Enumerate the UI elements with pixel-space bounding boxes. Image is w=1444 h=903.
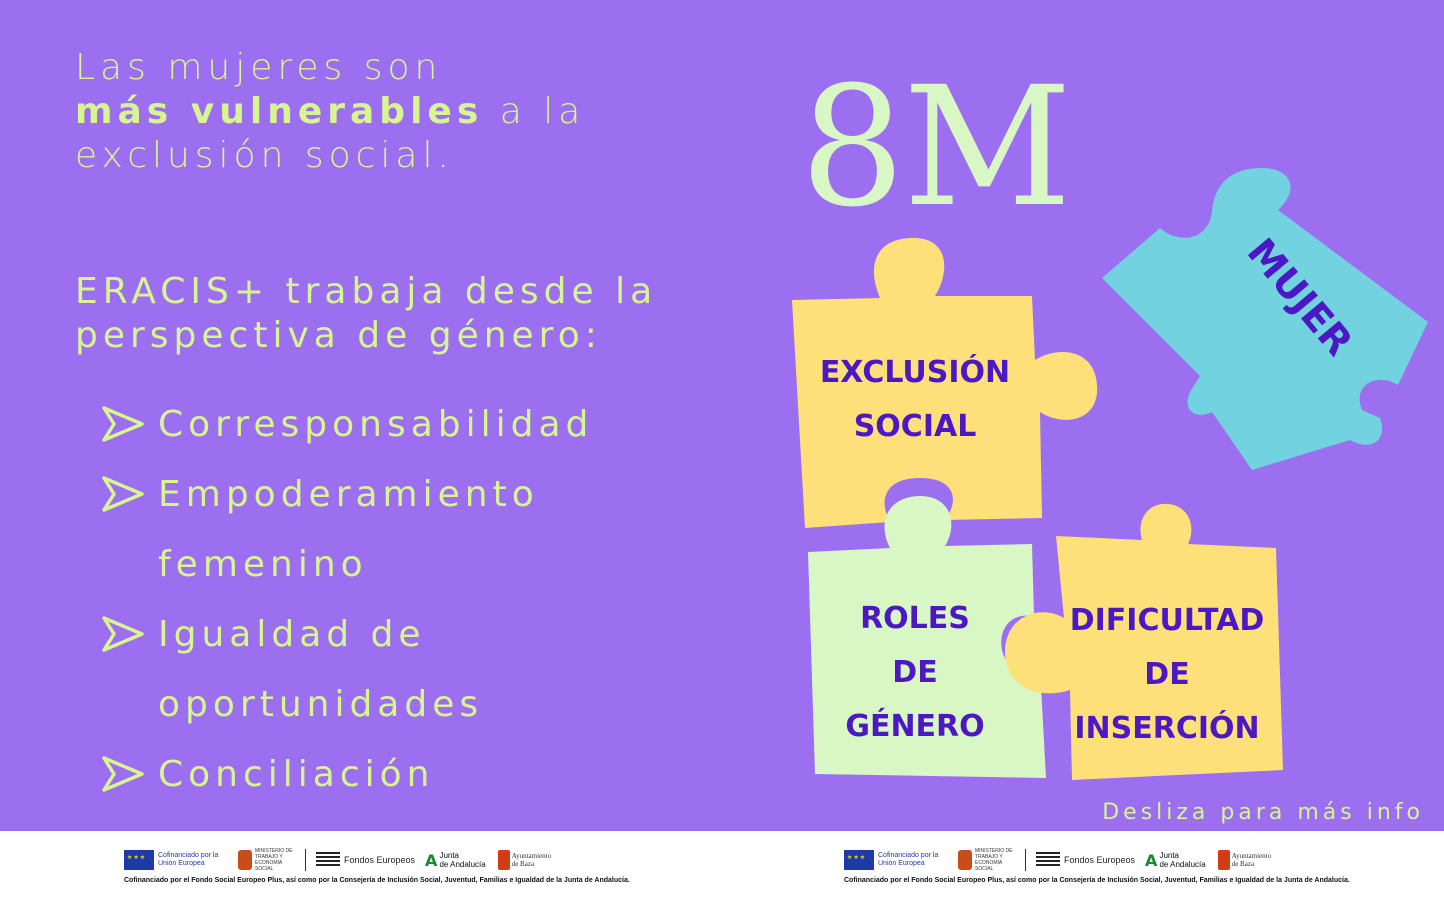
title-8m: 8M xyxy=(800,51,1072,243)
bullet-text: Conciliación xyxy=(158,754,435,795)
junta-text: Junta de Andalucía xyxy=(439,851,486,869)
swipe-hint: Desliza para más info xyxy=(1102,800,1424,825)
logo-strip-right: Cofinanciado por la Unión Europea MINIST… xyxy=(844,847,1350,897)
eu-flag-icon xyxy=(124,850,154,870)
logo-strip-left: Cofinanciado por la Unión Europea MINIST… xyxy=(124,847,630,897)
puzzle-graphic xyxy=(792,168,1428,780)
arrow-bullet-icon xyxy=(102,406,144,442)
bullet-text-cont: oportunidades xyxy=(158,684,484,725)
ayto-text: Ayuntamiento de Baza xyxy=(1231,852,1272,868)
cofinanciado-text: Cofinanciado por el Fondo Social Europeo… xyxy=(844,877,1350,884)
junta-logo-icon: A xyxy=(1145,850,1158,870)
junta-logo-icon: A xyxy=(425,850,438,870)
eu-text: Cofinanciado por la Unión Europea xyxy=(158,852,219,867)
bullet-text: Igualdad de xyxy=(158,614,426,655)
label-roles-l2: DE xyxy=(892,655,938,690)
ayto-text: Ayuntamiento de Baza xyxy=(511,852,552,868)
spain-crest-icon xyxy=(238,850,252,870)
ayto-crest-icon xyxy=(497,850,510,870)
intro-line-1: Las mujeres son xyxy=(75,47,443,88)
fondos-text: Fondos Europeos xyxy=(344,855,416,865)
ministry-text: MINISTERIO DE TRABAJO Y ECONOMÍA SOCIAL xyxy=(255,848,293,872)
puzzle-piece-exclusion xyxy=(792,237,1098,529)
label-exclusion-l1: EXCLUSIÓN xyxy=(819,355,1011,390)
arrow-bullet-icon xyxy=(102,476,144,512)
ayto-crest-icon xyxy=(1217,850,1230,870)
puzzle-piece-mujer xyxy=(1102,168,1428,470)
label-dificultad-l2: DE xyxy=(1144,657,1190,692)
bullet-item: Igualdad de oportunidades xyxy=(100,600,680,740)
bullet-text: Corresponsabilidad xyxy=(158,404,594,445)
cofinanciado-text: Cofinanciado por el Fondo Social Europeo… xyxy=(124,877,630,884)
intro-bold: más vulnerables xyxy=(75,91,484,132)
ministry-text: MINISTERIO DE TRABAJO Y ECONOMÍA SOCIAL xyxy=(975,848,1013,872)
intro-line-2: más vulnerables a la xyxy=(75,90,695,134)
fondos-icon xyxy=(316,852,340,868)
intro-line-3: exclusión social. xyxy=(75,135,454,176)
label-roles: ROLES DE GÉNERO xyxy=(815,592,1015,754)
puzzle-piece-dificultad xyxy=(1005,503,1283,780)
fondos-icon xyxy=(1036,852,1060,868)
fondos-text: Fondos Europeos xyxy=(1064,855,1136,865)
eracis-text: ERACIS+ trabaja desde la perspectiva de … xyxy=(75,270,715,358)
bullet-item: Empoderamiento femenino xyxy=(100,460,680,600)
label-dificultad: DIFICULTAD DE INSERCIÓN xyxy=(1062,594,1272,756)
label-roles-l3: GÉNERO xyxy=(845,709,985,744)
spain-crest-icon xyxy=(958,850,972,870)
bullet-item: Corresponsabilidad xyxy=(100,390,680,460)
label-dificultad-l3: INSERCIÓN xyxy=(1074,711,1260,746)
eu-flag-icon xyxy=(844,850,874,870)
eracis-line-1: ERACIS+ trabaja desde la xyxy=(75,271,658,312)
puzzle-piece-roles xyxy=(808,495,1046,778)
footer-logos: Cofinanciado por la Unión Europea MINIST… xyxy=(0,831,1444,903)
bullet-item: Conciliación xyxy=(100,740,680,810)
intro-line-2-rest: a la xyxy=(483,91,586,132)
eracis-line-2: perspectiva de género: xyxy=(75,315,602,356)
bullet-text: Empoderamiento xyxy=(158,474,539,515)
label-dificultad-l1: DIFICULTAD xyxy=(1069,603,1265,638)
junta-text: Junta de Andalucía xyxy=(1159,851,1206,869)
label-exclusion: EXCLUSIÓN SOCIAL xyxy=(805,346,1025,454)
label-roles-l1: ROLES xyxy=(860,601,970,636)
bullet-list: Corresponsabilidad Empoderamiento femeni… xyxy=(100,390,680,810)
poster-panel: Las mujeres son más vulnerables a la exc… xyxy=(0,0,1444,831)
eu-text: Cofinanciado por la Unión Europea xyxy=(878,852,939,867)
intro-text: Las mujeres son más vulnerables a la exc… xyxy=(75,46,695,178)
arrow-bullet-icon xyxy=(102,616,144,652)
label-exclusion-l2: SOCIAL xyxy=(853,409,977,444)
bullet-text-cont: femenino xyxy=(158,544,368,585)
arrow-bullet-icon xyxy=(102,756,144,792)
